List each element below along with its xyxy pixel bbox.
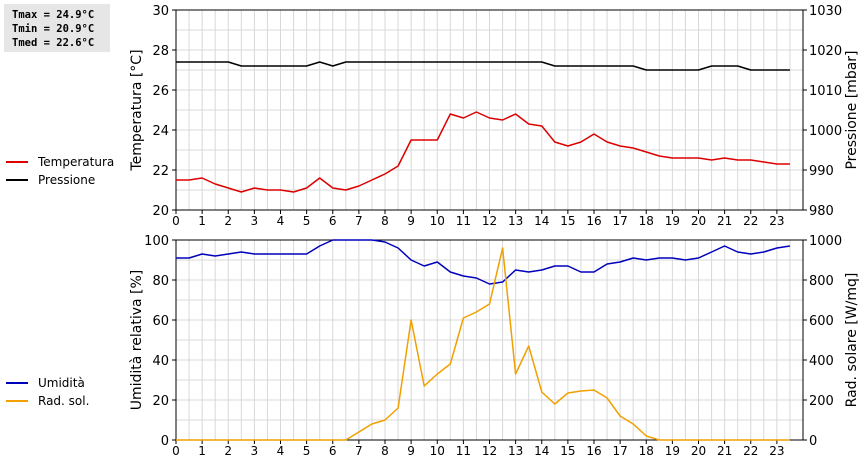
panel1-y-left-tick-label: 24 <box>152 124 169 139</box>
panel2-x-tick-label: 10 <box>430 444 445 458</box>
panel2-x-tick-label: 9 <box>407 444 415 458</box>
legend-swatch-humidity <box>6 382 28 384</box>
panel2-x-tick-label: 14 <box>534 444 549 458</box>
panel2-x-tick-label: 11 <box>456 444 471 458</box>
panel2-x-tick-label: 6 <box>329 444 337 458</box>
panel2-series-rad-sol-line <box>176 247 790 441</box>
tmax-label: Tmax = 24.9°C <box>12 9 95 21</box>
panel1-x-tick-label: 21 <box>717 214 732 228</box>
panel1-y-left-tick-label: 26 <box>152 84 169 99</box>
panel2-x-tick-label: 13 <box>508 444 523 458</box>
panel2-x-tick-label: 0 <box>172 444 180 458</box>
panel1-x-tick-label: 5 <box>303 214 311 228</box>
panel2-y-left-tick-label: 80 <box>152 274 169 289</box>
panel1-x-tick-label: 11 <box>456 214 471 228</box>
panel2-x-tick-label: 12 <box>482 444 497 458</box>
panel2-x-tick-label: 18 <box>639 444 654 458</box>
panel2-x-tick-label: 3 <box>251 444 259 458</box>
legend-label-humidity: Umidità <box>38 376 85 390</box>
panel1-y-right-tick-label: 980 <box>809 204 834 219</box>
panel1-x-tick-label: 19 <box>665 214 680 228</box>
panel2-x-tick-label: 21 <box>717 444 732 458</box>
panel1-x-tick-label: 18 <box>639 214 654 228</box>
panel1-ylabel-left: Temperatura [°C] <box>129 49 145 171</box>
legend-swatch-temperature <box>6 161 28 163</box>
panel1-y-right-tick-label: 1030 <box>809 4 842 19</box>
panel1-x-tick-label: 9 <box>407 214 415 228</box>
legend-bottom: Umidità Rad. sol. <box>6 374 89 410</box>
legend-swatch-pressure <box>6 179 28 181</box>
panel1-y-right-tick-label: 1020 <box>809 44 842 59</box>
panel1-x-tick-label: 13 <box>508 214 523 228</box>
panel2-x-tick-label: 1 <box>198 444 206 458</box>
panel1-x-tick-label: 17 <box>612 214 627 228</box>
panel1-ylabel-right: Pressione [mbar] <box>844 50 860 169</box>
panel1-x-tick-label: 10 <box>430 214 445 228</box>
panel2-x-tick-label: 20 <box>691 444 706 458</box>
panel1-x-tick-label: 22 <box>743 214 758 228</box>
legend-label-solar: Rad. sol. <box>38 394 90 408</box>
panel1-y-left-tick-label: 30 <box>152 4 169 19</box>
panel2-y-left-tick-label: 100 <box>144 234 169 249</box>
panel1-x-tick-label: 12 <box>482 214 497 228</box>
panel2-x-tick-label: 19 <box>665 444 680 458</box>
panel1-x-tick-label: 20 <box>691 214 706 228</box>
panel2-y-right-tick-label: 800 <box>809 274 834 289</box>
legend-label-temperature: Temperatura <box>38 155 115 169</box>
legend-item-humidity: Umidità <box>6 374 89 392</box>
panel2-x-tick-label: 23 <box>769 444 784 458</box>
panel1-x-tick-label: 0 <box>172 214 180 228</box>
legend-top: Temperatura Pressione <box>6 153 114 189</box>
panel1-x-tick-label: 8 <box>381 214 389 228</box>
panel2-y-right-tick-label: 1000 <box>809 234 842 249</box>
panel2-x-tick-label: 4 <box>277 444 285 458</box>
panel1-x-tick-label: 16 <box>586 214 601 228</box>
tmed-label: Tmed = 22.6°C <box>12 37 95 49</box>
panel1-y-left-tick-label: 28 <box>152 44 169 59</box>
panel1-y-left-tick-label: 20 <box>152 204 169 219</box>
panel2-y-left-tick-label: 40 <box>152 354 169 369</box>
panel1-series-pressione-line <box>176 61 790 71</box>
panel1-x-tick-label: 23 <box>769 214 784 228</box>
panel2-series-umidit-line <box>176 239 791 285</box>
panel1-x-tick-label: 7 <box>355 214 363 228</box>
tmin-label: Tmin = 20.9°C <box>12 23 95 35</box>
panel2-x-tick-label: 16 <box>586 444 601 458</box>
panel1-series-temperatura-line <box>176 111 790 193</box>
panel2-y-left-tick-label: 20 <box>152 394 169 409</box>
legend-item-temperature: Temperatura <box>6 153 114 171</box>
panel1-y-right-tick-label: 1010 <box>809 84 842 99</box>
panel2-x-tick-label: 7 <box>355 444 363 458</box>
legend-item-pressure: Pressione <box>6 171 114 189</box>
panel2-ylabel-right: Rad. solare [W/mq] <box>844 273 860 408</box>
panel1-x-tick-label: 6 <box>329 214 337 228</box>
panel1-x-tick-label: 3 <box>251 214 259 228</box>
panel1-y-right-tick-label: 990 <box>809 164 834 179</box>
panel2-y-left-tick-label: 0 <box>161 434 169 449</box>
panel1-x-tick-label: 2 <box>224 214 232 228</box>
panel2-x-tick-label: 17 <box>612 444 627 458</box>
panel2-y-right-tick-label: 0 <box>809 434 817 449</box>
panel1-y-right-tick-label: 1000 <box>809 124 842 139</box>
legend-item-solar: Rad. sol. <box>6 392 89 410</box>
panel2-y-right-tick-label: 400 <box>809 354 834 369</box>
panel2-x-tick-label: 22 <box>743 444 758 458</box>
panel2-x-tick-label: 5 <box>303 444 311 458</box>
panel1-x-tick-label: 1 <box>198 214 206 228</box>
panel2-y-right-tick-label: 200 <box>809 394 834 409</box>
panel2-x-tick-label: 2 <box>224 444 232 458</box>
panel2-x-tick-label: 15 <box>560 444 575 458</box>
panel2-x-tick-label: 8 <box>381 444 389 458</box>
panel1-x-tick-label: 4 <box>277 214 285 228</box>
panel2-ylabel-left: Umidità relativa [%] <box>129 270 145 411</box>
stats-box: Tmax = 24.9°C Tmin = 20.9°C Tmed = 22.6°… <box>4 4 110 52</box>
panel1-x-tick-label: 15 <box>560 214 575 228</box>
panel1-y-left-tick-label: 22 <box>152 164 169 179</box>
panel2-y-right-tick-label: 600 <box>809 314 834 329</box>
panel1-x-tick-label: 14 <box>534 214 549 228</box>
legend-swatch-solar <box>6 400 28 402</box>
legend-label-pressure: Pressione <box>38 173 96 187</box>
panel2-y-left-tick-label: 60 <box>152 314 169 329</box>
